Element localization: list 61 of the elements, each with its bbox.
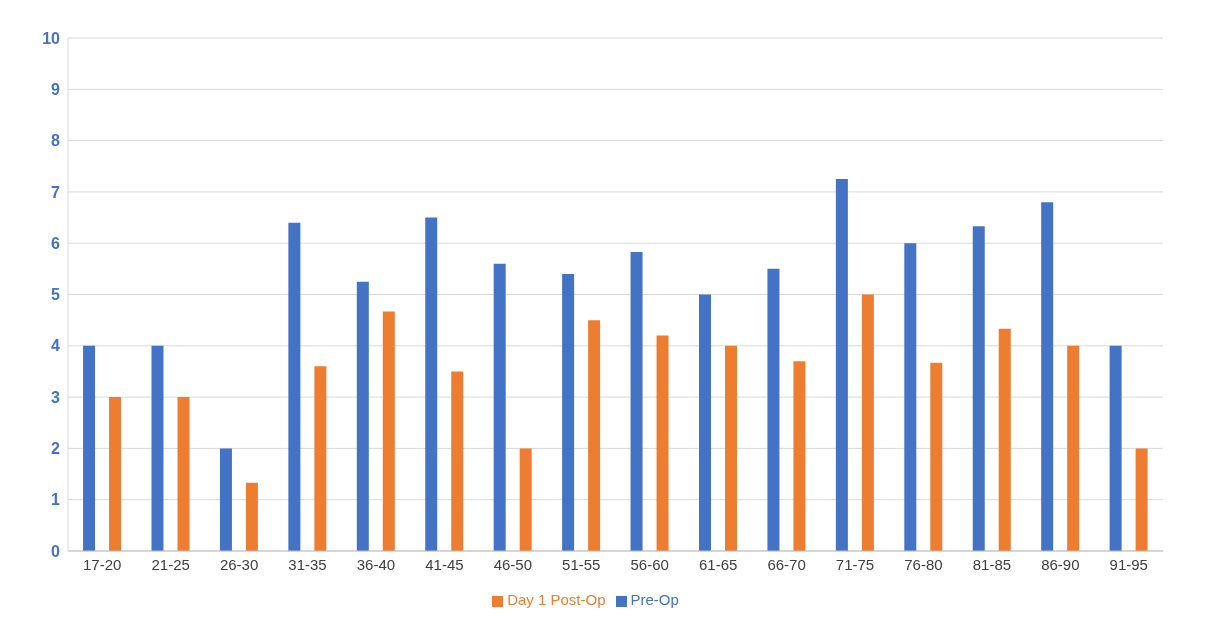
bar xyxy=(356,281,369,551)
x-tick-label: 81-85 xyxy=(972,555,1012,573)
bar xyxy=(451,371,464,551)
x-tick-label: 51-55 xyxy=(562,555,601,573)
x-tick-label: 76-80 xyxy=(904,555,943,573)
y-tick-label: 7 xyxy=(51,183,61,201)
x-tick-label: 86-90 xyxy=(1041,555,1080,573)
bar xyxy=(288,222,301,551)
bar xyxy=(493,263,506,551)
y-tick-label: 5 xyxy=(51,286,61,304)
bar xyxy=(314,366,327,551)
y-tick-label: 10 xyxy=(42,29,61,47)
x-tick-label: 56-60 xyxy=(630,555,669,573)
x-tick-label: 21-25 xyxy=(151,555,190,573)
bar xyxy=(930,362,943,551)
x-tick-label: 91-95 xyxy=(1109,555,1148,573)
y-tick-label: 6 xyxy=(51,234,61,252)
bar xyxy=(245,482,258,551)
y-tick-label: 2 xyxy=(51,440,61,458)
x-tick-label: 66-70 xyxy=(767,555,806,573)
x-tick-label: 46-50 xyxy=(493,555,533,573)
x-tick-label: 31-35 xyxy=(288,555,327,573)
bar xyxy=(630,251,643,551)
legend-label: Pre-Op xyxy=(630,591,679,608)
bar xyxy=(904,243,917,551)
bar xyxy=(1041,202,1054,551)
bar xyxy=(177,397,190,551)
bar xyxy=(724,345,737,551)
bar xyxy=(835,179,848,551)
bar xyxy=(151,345,164,551)
y-tick-label: 3 xyxy=(51,388,61,406)
bar xyxy=(972,226,985,551)
y-tick-label: 4 xyxy=(51,337,61,355)
bar xyxy=(656,335,669,551)
y-tick-label: 9 xyxy=(51,80,61,98)
bar xyxy=(519,448,532,551)
x-tick-label: 71-75 xyxy=(835,555,875,573)
bar xyxy=(382,311,395,551)
x-tick-label: 41-45 xyxy=(425,555,464,573)
bar xyxy=(998,328,1011,551)
y-tick-label: 1 xyxy=(51,491,61,509)
bar xyxy=(1109,345,1122,551)
x-tick-label: 36-40 xyxy=(356,555,396,573)
bar xyxy=(109,397,122,551)
bar xyxy=(1135,448,1148,551)
bar xyxy=(425,217,438,551)
bar xyxy=(698,294,711,551)
bar xyxy=(83,345,96,551)
bar xyxy=(1067,345,1080,551)
bar xyxy=(219,448,232,551)
x-tick-label: 26-30 xyxy=(219,555,259,573)
x-tick-label: 61-65 xyxy=(698,555,738,573)
bar xyxy=(767,268,780,551)
x-tick-label: 17-20 xyxy=(83,555,122,573)
y-tick-label: 8 xyxy=(51,132,61,150)
legend-label: Day 1 Post-Op xyxy=(507,591,606,608)
bar xyxy=(861,294,874,551)
bar xyxy=(562,273,575,551)
bar xyxy=(793,361,806,551)
y-tick-label: 0 xyxy=(51,542,61,560)
bar xyxy=(588,320,601,551)
